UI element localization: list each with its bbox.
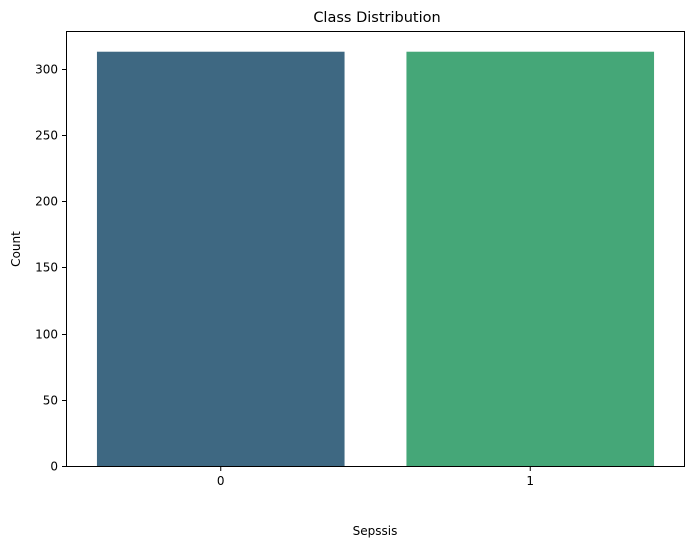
y-tick-label-150: 150 [35,261,58,275]
y-axis-label: Count [9,231,23,267]
axes-frame [66,31,685,467]
y-tick-label-100: 100 [35,328,58,342]
x-tick-label-1: 1 [526,474,534,488]
bar-0 [96,51,345,466]
x-axis-label: Sepssis [353,524,398,538]
y-axis-ticks: 0 50 100 150 200 250 300 [35,63,67,474]
y-tick-label-250: 250 [35,129,58,143]
y-tick-label-300: 300 [35,63,58,77]
chart-title: Class Distribution [313,10,440,26]
bar-1 [406,51,655,466]
y-tick-label-50: 50 [43,394,58,408]
y-tick-label-0: 0 [50,460,58,474]
x-tick-label-0: 0 [217,474,225,488]
y-tick-label-200: 200 [35,195,58,209]
plot-area [96,51,655,466]
